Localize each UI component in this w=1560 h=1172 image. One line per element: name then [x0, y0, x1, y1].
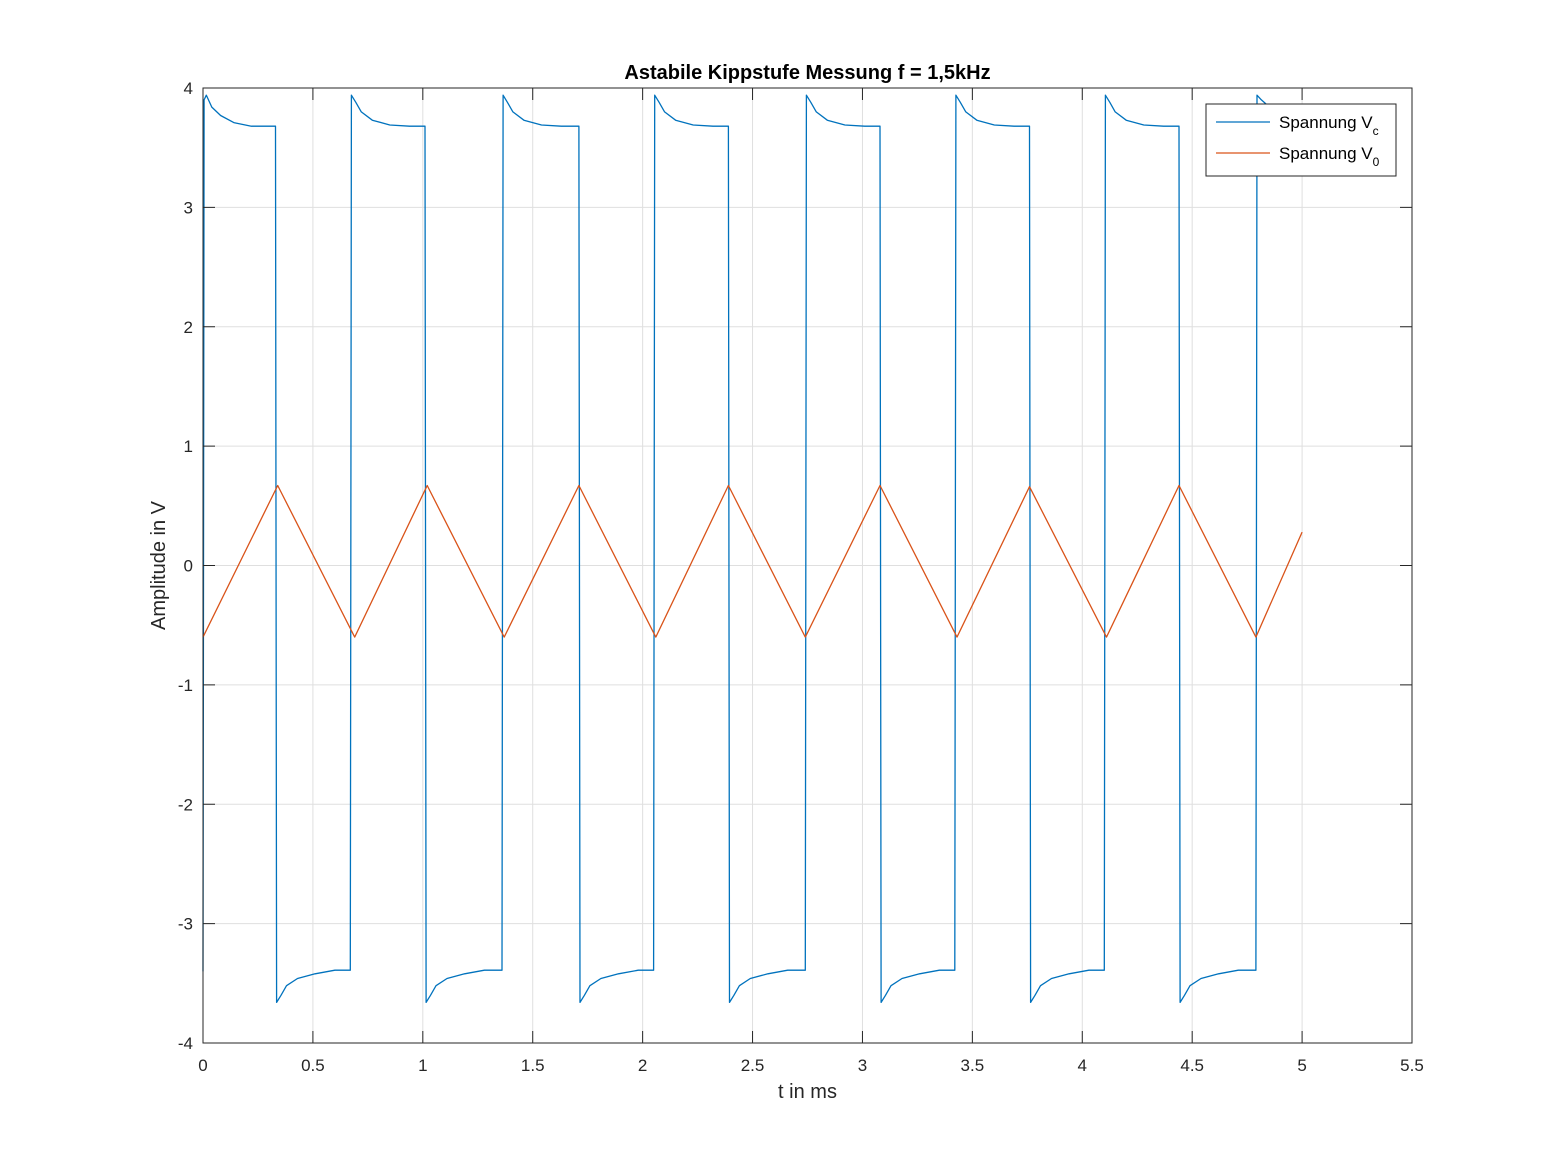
x-tick-label: 5.5: [1400, 1056, 1424, 1075]
x-tick-label: 1.5: [521, 1056, 545, 1075]
y-tick-label: 4: [184, 79, 193, 98]
axis-ticks: 0 0.5 1 1.5 2 2.5 3 3.5 4 4.5 5 5.5 -4 -3 -2 -1 0 1 2 3 4: [178, 79, 1424, 1075]
legend: Spannung Vc Spannung V0: [1205, 103, 1397, 177]
x-tick-label: 2.5: [741, 1056, 765, 1075]
legend-label-v0: Spannung V0: [1279, 144, 1380, 169]
x-tick-label: 0.5: [301, 1056, 325, 1075]
chart-title: Astabile Kippstufe Messung f = 1,5kHz: [624, 62, 990, 84]
series-line-vc: [202, 94, 1268, 1004]
x-tick-label: 3.5: [961, 1056, 985, 1075]
y-tick-label: -1: [178, 676, 193, 695]
y-tick-label: -3: [178, 915, 193, 934]
x-tick-label: 4: [1078, 1056, 1087, 1075]
y-tick-label: 1: [184, 437, 193, 456]
series-line-v0: [202, 484, 1303, 638]
y-tick-label: -2: [178, 795, 193, 814]
grid: [202, 87, 1413, 1044]
y-tick-label: 0: [184, 557, 193, 576]
y-tick-label: 3: [184, 198, 193, 217]
x-tick-label: 2: [638, 1056, 647, 1075]
y-axis-label: Amplitude in V: [148, 500, 170, 630]
x-axis-label: t in ms: [778, 1081, 837, 1103]
y-tick-label: -4: [178, 1034, 193, 1053]
legend-box: [1205, 103, 1397, 177]
plot-area: [202, 94, 1303, 1004]
y-tick-label: 2: [184, 318, 193, 337]
x-tick-label: 0: [198, 1056, 207, 1075]
legend-label-vc: Spannung Vc: [1279, 113, 1379, 138]
x-tick-label: 3: [858, 1056, 867, 1075]
x-tick-label: 1: [418, 1056, 427, 1075]
x-tick-label: 5: [1297, 1056, 1306, 1075]
x-tick-label: 4.5: [1180, 1056, 1204, 1075]
